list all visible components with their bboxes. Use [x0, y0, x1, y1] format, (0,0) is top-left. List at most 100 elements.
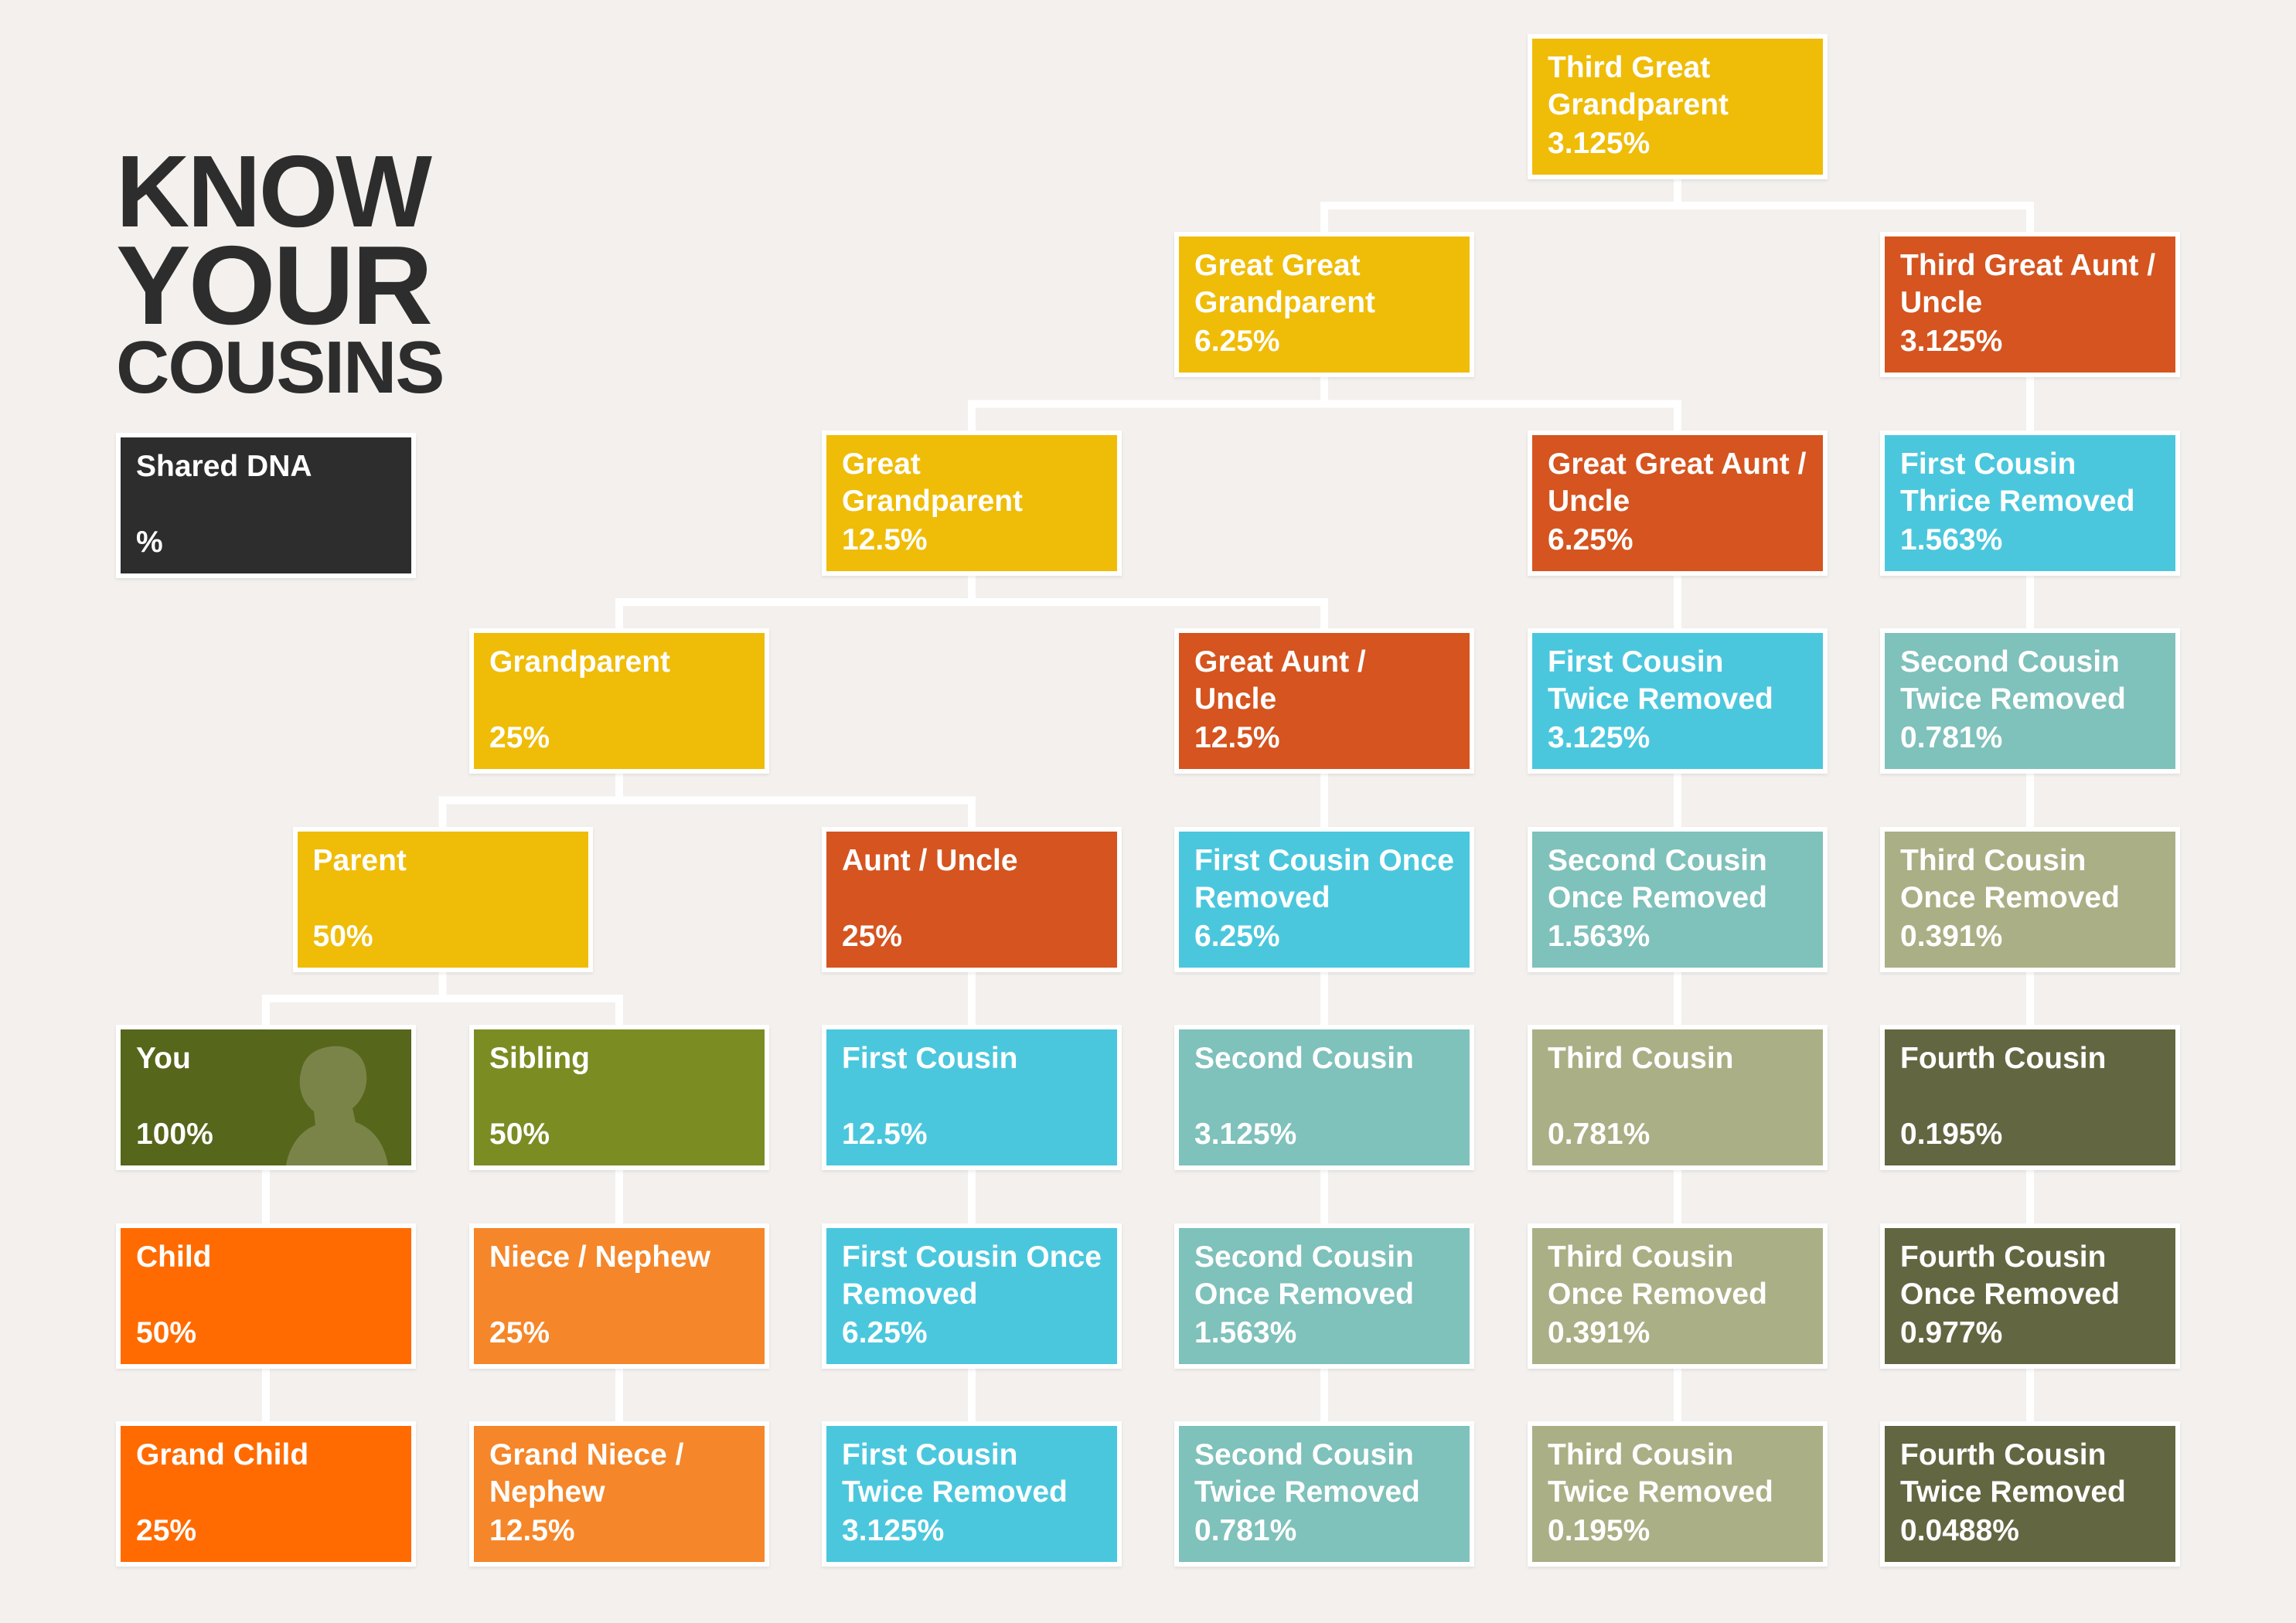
node-second-cousin-once-removed-up: Second Cousin Once Removed 1.563%	[1528, 827, 1828, 972]
node-percent: 50%	[136, 1316, 197, 1349]
node-label: Niece / Nephew	[489, 1240, 711, 1274]
node-second-cousin: Second Cousin 3.125%	[1174, 1025, 1474, 1170]
node-you: You 100%	[116, 1025, 416, 1170]
node-first-cousin-twice-removed-up: First Cousin Twice Removed 3.125%	[1528, 628, 1828, 774]
legend-box: Shared DNA %	[116, 433, 416, 578]
node-percent: 1.563%	[1900, 523, 2003, 556]
title-line-1: KNOW	[116, 134, 432, 248]
node-first-cousin: First Cousin 12.5%	[822, 1025, 1122, 1170]
node-percent: 25%	[136, 1514, 197, 1547]
node-label: Second Cousin Once Removed	[1194, 1240, 1414, 1311]
node-label: Second Cousin Twice Removed	[1194, 1438, 1420, 1509]
node-percent: 6.25%	[1194, 325, 1280, 358]
node-aunt-uncle: Aunt / Uncle 25%	[822, 827, 1122, 972]
node-label: First Cousin Once Removed	[1194, 844, 1454, 914]
node-label: First Cousin	[842, 1042, 1018, 1075]
node-percent: 0.977%	[1900, 1316, 2003, 1349]
node-label: Great Grandparent	[842, 447, 1024, 518]
node-label: Third Cousin Once Removed	[1900, 844, 2120, 914]
node-percent: 3.125%	[1548, 127, 1650, 160]
node-great-great-aunt-uncle: Great Great Aunt / Uncle 6.25%	[1528, 430, 1828, 576]
node-grandparent: Grandparent 25%	[469, 628, 769, 774]
node-grand-child: Grand Child 25%	[116, 1421, 416, 1567]
node-label: Third Great Aunt / Uncle	[1900, 249, 2156, 319]
node-percent: 1.563%	[1194, 1316, 1297, 1349]
node-third-cousin: Third Cousin 0.781%	[1528, 1025, 1828, 1170]
node-third-cousin-twice-removed-down: Third Cousin Twice Removed 0.195%	[1528, 1421, 1828, 1567]
node-label: Third Cousin Twice Removed	[1548, 1438, 1773, 1509]
node-label: Great Great Grandparent	[1194, 249, 1376, 319]
node-percent: 50%	[489, 1118, 550, 1151]
node-percent: 1.563%	[1548, 920, 1650, 953]
node-percent: 6.25%	[842, 1316, 928, 1349]
node-percent: 3.125%	[1194, 1118, 1297, 1151]
node-label: Fourth Cousin Once Removed	[1900, 1240, 2120, 1311]
node-label: Grandparent	[489, 645, 671, 679]
node-percent: 100%	[136, 1118, 213, 1151]
legend-label: Shared DNA	[136, 450, 312, 483]
node-fourth-cousin-once-removed: Fourth Cousin Once Removed 0.977%	[1880, 1223, 2180, 1369]
node-fourth-cousin-twice-removed: Fourth Cousin Twice Removed 0.0488%	[1880, 1421, 2180, 1567]
node-label: Aunt / Uncle	[842, 844, 1018, 877]
node-parent: Parent 50%	[292, 827, 593, 972]
node-percent: 0.0488%	[1900, 1514, 2019, 1547]
node-label: Second Cousin Twice Removed	[1900, 645, 2126, 716]
node-percent: 12.5%	[842, 1118, 928, 1151]
node-second-cousin-once-removed-down: Second Cousin Once Removed 1.563%	[1174, 1223, 1474, 1369]
node-label: Grand Child	[136, 1438, 309, 1472]
node-label: Sibling	[489, 1042, 590, 1075]
node-label: You	[136, 1042, 191, 1075]
node-label: First Cousin Thrice Removed	[1900, 447, 2135, 518]
node-percent: 0.781%	[1900, 721, 2003, 754]
node-percent: 0.781%	[1548, 1118, 1650, 1151]
node-percent: 0.195%	[1548, 1514, 1650, 1547]
node-label: Third Cousin	[1548, 1042, 1734, 1075]
legend-unit: %	[136, 526, 163, 559]
node-niece-nephew: Niece / Nephew 25%	[469, 1223, 769, 1369]
node-third-cousin-once-removed-down: Third Cousin Once Removed 0.391%	[1528, 1223, 1828, 1369]
node-label: Second Cousin	[1194, 1042, 1414, 1075]
node-first-cousin-thrice-removed: First Cousin Thrice Removed 1.563%	[1880, 430, 2180, 576]
node-great-grandparent: Great Grandparent 12.5%	[822, 430, 1122, 576]
node-label: Great Great Aunt / Uncle	[1548, 447, 1807, 518]
node-great-great-grandparent: Great Great Grandparent 6.25%	[1174, 232, 1474, 377]
node-percent: 0.391%	[1900, 920, 2003, 953]
node-percent: 12.5%	[1194, 721, 1280, 754]
node-percent: 25%	[489, 721, 550, 754]
node-fourth-cousin: Fourth Cousin 0.195%	[1880, 1025, 2180, 1170]
node-label: Third Great Grandparent	[1548, 51, 1729, 121]
node-first-cousin-once-removed-up: First Cousin Once Removed 6.25%	[1174, 827, 1474, 972]
node-third-great-grandparent: Third Great Grandparent 3.125%	[1528, 34, 1828, 179]
title-line-2: YOUR	[116, 223, 433, 349]
node-label: Second Cousin Once Removed	[1548, 844, 1767, 914]
node-grand-niece-nephew: Grand Niece / Nephew 12.5%	[469, 1421, 769, 1567]
node-percent: 12.5%	[842, 523, 928, 556]
page-title: KNOW YOUR COUSINS	[116, 134, 445, 404]
node-percent: 0.195%	[1900, 1118, 2003, 1151]
node-third-great-aunt-uncle: Third Great Aunt / Uncle 3.125%	[1880, 232, 2180, 377]
person-silhouette-icon	[286, 1046, 388, 1165]
node-percent: 3.125%	[842, 1514, 945, 1547]
node-label: Fourth Cousin Twice Removed	[1900, 1438, 2126, 1509]
node-percent: 25%	[489, 1316, 550, 1349]
node-label: Parent	[312, 844, 407, 877]
node-label: Third Cousin Once Removed	[1548, 1240, 1767, 1311]
node-label: Child	[136, 1240, 212, 1274]
node-percent: 6.25%	[1194, 920, 1280, 953]
node-percent: 0.391%	[1548, 1316, 1650, 1349]
node-label: Fourth Cousin	[1900, 1042, 2107, 1075]
node-percent: 3.125%	[1548, 721, 1650, 754]
node-label: First Cousin Twice Removed	[842, 1438, 1068, 1509]
node-label: Great Aunt / Uncle	[1194, 645, 1366, 716]
node-child: Child 50%	[116, 1223, 416, 1369]
node-percent: 0.781%	[1194, 1514, 1297, 1547]
node-first-cousin-once-removed-down: First Cousin Once Removed 6.25%	[822, 1223, 1122, 1369]
node-second-cousin-twice-removed-up: Second Cousin Twice Removed 0.781%	[1880, 628, 2180, 774]
node-percent: 50%	[312, 920, 373, 953]
node-sibling: Sibling 50%	[469, 1025, 769, 1170]
node-first-cousin-twice-removed-down: First Cousin Twice Removed 3.125%	[822, 1421, 1122, 1567]
node-percent: 25%	[842, 920, 903, 953]
node-great-aunt-uncle: Great Aunt / Uncle 12.5%	[1174, 628, 1474, 774]
node-second-cousin-twice-removed-down: Second Cousin Twice Removed 0.781%	[1174, 1421, 1474, 1567]
